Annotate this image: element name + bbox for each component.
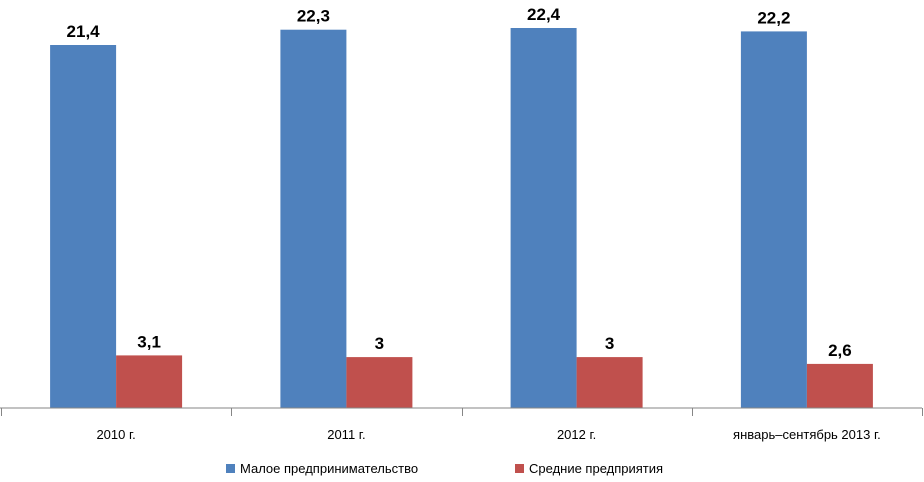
bar-small-business <box>280 29 347 408</box>
legend-label: Малое предпринимательство <box>240 461 418 476</box>
legend-label: Средние предприятия <box>529 461 663 476</box>
value-labels-layer: 21,4 3,1 22,3 3 22,4 3 22,2 2,6 <box>67 5 852 360</box>
bar-small-business <box>740 31 807 409</box>
x-tick-label: 2011 г. <box>327 427 365 442</box>
x-tick-label: 2010 г. <box>96 427 135 442</box>
bar-medium-enterprises <box>806 363 873 408</box>
legend-swatch <box>515 464 524 473</box>
x-tick-label: 2012 г. <box>557 427 596 442</box>
bar-medium-enterprises <box>116 355 183 408</box>
legend: Малое предпринимательство Средние предпри… <box>226 461 663 476</box>
data-label: 3 <box>605 334 614 353</box>
legend-swatch <box>226 464 235 473</box>
x-tick-label: январь–сентябрь 2013 г. <box>733 427 881 442</box>
bar-medium-enterprises <box>346 357 413 408</box>
x-axis-ticks <box>1 408 923 416</box>
data-label: 21,4 <box>67 22 101 41</box>
category-labels-layer: 2010 г. 2011 г. 2012 г. январь–сентябрь 201… <box>96 427 880 442</box>
bar-small-business <box>510 28 577 408</box>
data-label: 22,4 <box>527 5 561 24</box>
data-label: 3,1 <box>137 332 161 351</box>
bar-medium-enterprises <box>576 357 643 408</box>
data-label: 22,3 <box>297 7 330 26</box>
bars-layer <box>50 28 873 409</box>
data-label: 3 <box>375 334 384 353</box>
data-label: 2,6 <box>828 341 852 360</box>
bar-small-business <box>50 45 117 408</box>
data-label: 22,2 <box>757 8 790 27</box>
